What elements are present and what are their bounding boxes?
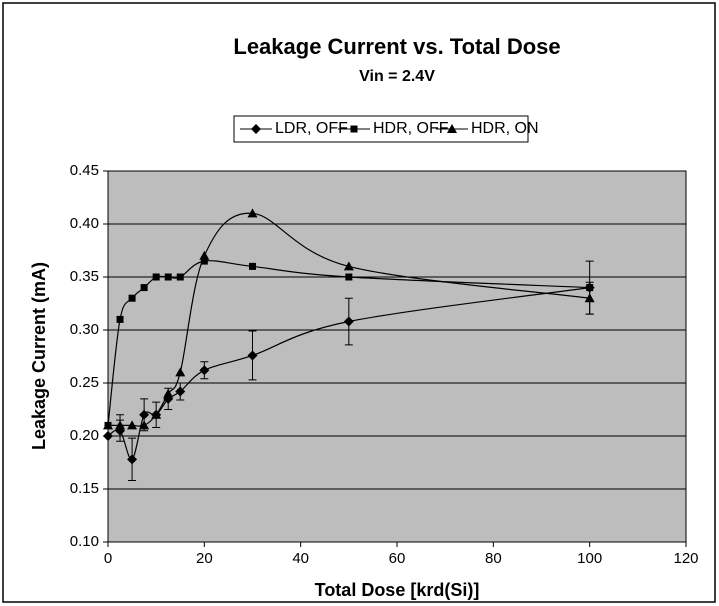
data-point: [152, 273, 160, 281]
data-point: [127, 454, 138, 465]
data-point: [103, 431, 113, 441]
y-axis-label: Leakage Current (mA): [29, 262, 49, 450]
legend-box: [233, 115, 529, 143]
chart-subtitle: Vin = 2.4V: [359, 68, 435, 85]
legend-marker: [251, 124, 261, 134]
data-point: [247, 208, 258, 218]
y-tick-label: 0.10: [70, 533, 99, 550]
x-axis-label: Total Dose [krd(Si)]: [315, 580, 480, 600]
plot-area: [107, 170, 687, 543]
data-point: [199, 365, 210, 376]
x-tick-label: 80: [485, 550, 502, 567]
data-point: [116, 315, 124, 323]
y-tick-label: 0.15: [70, 480, 99, 497]
y-tick-label: 0.30: [70, 321, 99, 338]
data-point: [139, 420, 150, 430]
data-point: [139, 409, 150, 420]
data-point: [151, 409, 162, 419]
data-point: [164, 273, 172, 281]
x-tick-label: 100: [577, 550, 602, 567]
legend-label: HDR, ON: [471, 120, 539, 137]
x-tick-label: 20: [196, 550, 213, 567]
data-point: [175, 367, 186, 377]
data-point: [249, 262, 256, 270]
data-point: [343, 316, 354, 327]
legend-marker: [350, 125, 358, 133]
data-point: [345, 273, 353, 281]
data-point: [128, 294, 136, 302]
y-tick-label: 0.35: [70, 268, 99, 285]
legend-marker: [447, 124, 457, 133]
x-tick-label: 120: [673, 550, 698, 567]
data-point: [584, 293, 595, 303]
x-tick-label: 60: [389, 550, 406, 567]
y-tick-label: 0.20: [70, 427, 99, 444]
chart-title: Leakage Current vs. Total Dose: [233, 34, 560, 59]
data-point: [175, 386, 186, 397]
y-tick-label: 0.25: [70, 374, 99, 391]
legend-label: HDR, OFF: [373, 120, 449, 137]
data-point: [127, 420, 138, 430]
data-point: [176, 273, 184, 281]
y-tick-label: 0.40: [70, 215, 99, 232]
data-point: [200, 257, 208, 265]
legend-label: LDR, OFF: [275, 120, 348, 137]
data-point: [163, 388, 174, 398]
x-tick-label: 0: [104, 550, 112, 567]
data-point: [140, 284, 148, 292]
data-point: [103, 420, 113, 430]
data-point: [343, 261, 354, 271]
data-point: [115, 420, 126, 430]
data-point: [199, 250, 210, 260]
y-tick-label: 0.45: [70, 162, 99, 179]
x-tick-label: 40: [292, 550, 309, 567]
data-point: [247, 350, 258, 361]
